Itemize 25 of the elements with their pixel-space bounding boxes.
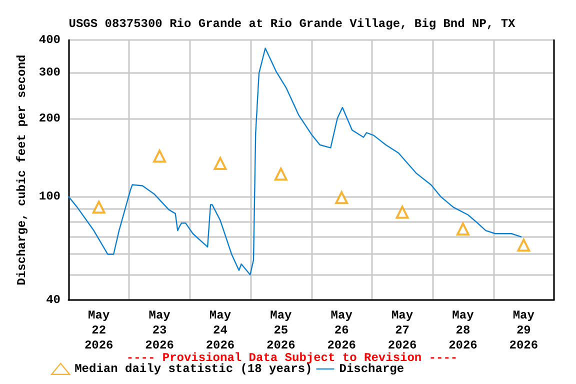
x-tick-label: May 23 2026 (145, 308, 174, 352)
chart-title: USGS 08375300 Rio Grande at Rio Grande Village, Big Bnd NP, TX (68, 17, 516, 31)
y-axis-title: Discharge, cubic feet per second (15, 54, 29, 286)
legend-label: Discharge (339, 362, 404, 376)
point (456, 222, 470, 236)
x-tick-label: May 29 2026 (509, 308, 538, 352)
point (335, 191, 348, 204)
x-tick-label: May 26 2026 (327, 308, 356, 352)
y-tick-label: 300 (38, 65, 61, 80)
y-tick-label: 40 (46, 293, 61, 307)
x-tick-label: May 24 2026 (206, 308, 235, 352)
point (153, 150, 166, 163)
point (396, 206, 409, 219)
y-tick-label: 400 (38, 33, 61, 47)
point (274, 168, 288, 181)
x-tick-label: May 22 2026 (84, 308, 114, 352)
y-tick-label: 100 (38, 190, 61, 204)
x-tick-label: May 27 2026 (388, 308, 417, 352)
point (92, 200, 106, 214)
x-tick-label: May 28 2026 (448, 308, 478, 352)
point (517, 238, 530, 252)
x-tick-label: May 25 2026 (266, 308, 296, 352)
y-tick-label: 200 (38, 111, 61, 126)
legend-label: Median daily statistic (18 years) (74, 362, 312, 376)
point (214, 156, 227, 170)
